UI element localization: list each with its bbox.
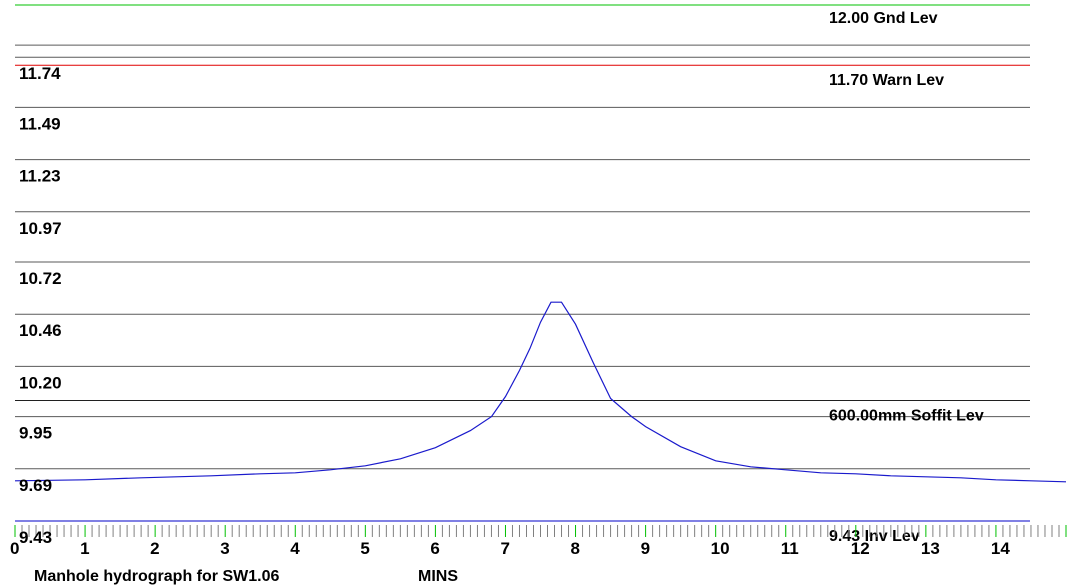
y-tick-label: 10.46 [19,321,62,340]
x-tick-label: 5 [360,539,369,558]
x-tick-label: 13 [921,539,940,558]
y-tick-labels: 9.43 9.69 9.95 10.20 10.46 10.72 10.97 11.23 11.… [19,64,62,547]
x-axis-unit-label: MINS [418,568,458,585]
y-tick-label: 11.49 [19,114,61,133]
x-tick-label: 6 [430,539,439,558]
series [14,301,1067,483]
y-tick-label: 10.97 [19,219,62,238]
y-tick-label: 9.43 [19,528,52,547]
grid-lines [15,44,1030,470]
x-tick-label: 10 [711,539,730,558]
x-tick-label: 11 [781,539,799,558]
x-tick-label: 4 [290,539,300,558]
ref-label-soffit: 600.00mm Soffit Lev [829,408,984,425]
reference-levels: 12.00 Gnd Lev 11.70 Warn Lev 600.00mm Soff… [15,4,1030,545]
hydrograph-series-line [14,301,1067,483]
y-tick-label: 10.72 [19,269,62,288]
x-tick-label: 3 [220,539,229,558]
x-tick-label: 1 [80,539,89,558]
ref-label-warn: 11.70 Warn Lev [829,72,944,89]
y-tick-label: 9.69 [19,476,52,495]
ref-label-inv: 9.43 Inv Lev [829,528,920,545]
ref-label-gnd: 12.00 Gnd Lev [829,10,938,27]
chart-title: Manhole hydrograph for SW1.06 [34,568,279,585]
y-tick-label: 11.23 [19,167,61,186]
x-tick-label: 7 [500,539,509,558]
x-tick-label: 12 [851,539,870,558]
x-tick-label: 14 [991,539,1010,558]
x-tick-label: 2 [150,539,159,558]
x-tick-label: 0 [10,539,19,558]
x-axis: 0 1 2 3 4 5 6 7 8 9 10 11 12 13 14 [10,525,1067,558]
y-tick-label: 10.20 [19,373,62,392]
x-tick-label: 9 [641,539,650,558]
footer: Manhole hydrograph for SW1.06 MINS [34,568,458,585]
y-tick-label: 9.95 [19,424,52,443]
x-tick-label: 8 [571,539,580,558]
y-tick-label: 11.74 [19,64,61,83]
